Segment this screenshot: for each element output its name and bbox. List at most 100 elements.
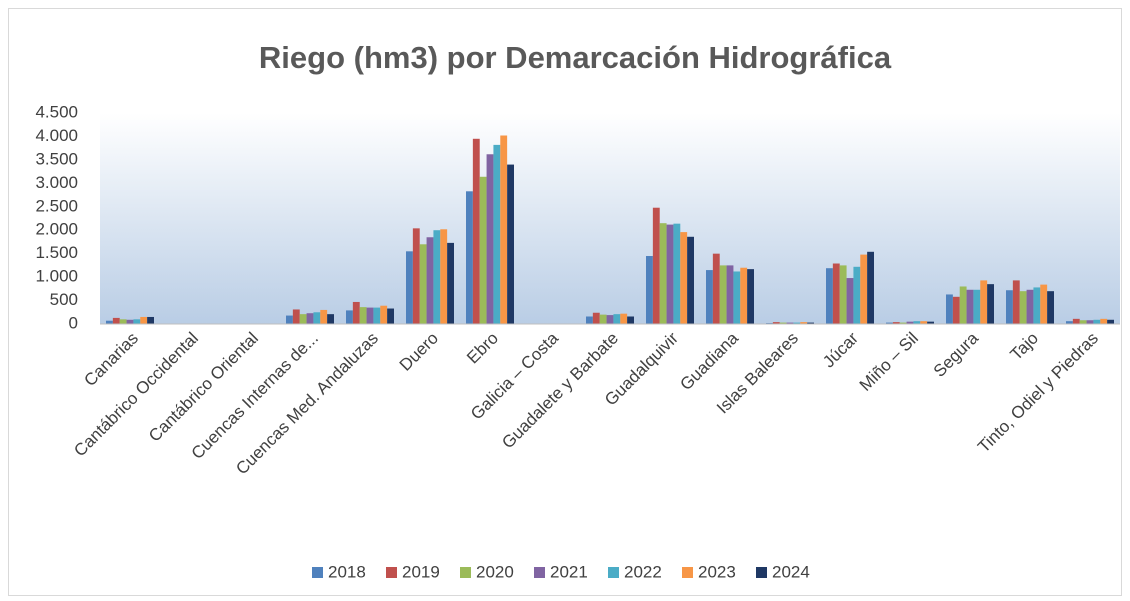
bar <box>853 266 861 324</box>
bar <box>406 251 413 324</box>
bar <box>140 316 148 324</box>
bar <box>486 154 494 324</box>
bar <box>666 224 674 324</box>
bar <box>599 314 607 324</box>
bar <box>927 321 934 324</box>
bar <box>286 315 293 324</box>
bar <box>366 307 374 324</box>
bar <box>313 312 321 324</box>
bar <box>680 232 688 324</box>
bar <box>920 321 928 324</box>
bar <box>106 320 113 324</box>
bar <box>1040 284 1048 324</box>
legend-label: 2019 <box>402 562 440 581</box>
bar <box>846 278 854 324</box>
y-tick-label: 2.500 <box>35 196 78 215</box>
y-tick-label: 500 <box>50 290 78 309</box>
bar <box>299 314 307 324</box>
bar <box>387 308 394 324</box>
chart-title: Riego (hm3) por Demarcación Hidrográfica <box>259 40 892 75</box>
bar <box>327 314 334 324</box>
bar <box>359 307 367 324</box>
bar <box>1093 319 1101 324</box>
bar <box>292 309 300 324</box>
y-tick-label: 4.500 <box>35 102 78 121</box>
bar <box>913 321 921 324</box>
bar <box>1066 321 1073 324</box>
bar <box>346 310 353 324</box>
bar <box>1019 291 1027 324</box>
legend-swatch <box>386 567 397 578</box>
y-tick-label: 1.000 <box>35 267 78 286</box>
bar <box>500 135 508 324</box>
bar <box>726 265 734 324</box>
bar <box>112 317 120 324</box>
bar <box>586 316 593 324</box>
bar <box>899 322 907 324</box>
bar <box>1072 318 1080 324</box>
bar <box>952 296 960 324</box>
y-tick-label: 3.500 <box>35 149 78 168</box>
bar <box>807 322 814 324</box>
bar <box>959 286 967 324</box>
bar <box>433 230 441 324</box>
bar <box>946 294 953 324</box>
bar <box>493 144 501 324</box>
bar <box>613 314 621 324</box>
bar <box>886 322 893 324</box>
bar <box>793 322 801 324</box>
y-tick-label: 3.000 <box>35 173 78 192</box>
legend-label: 2022 <box>624 562 662 581</box>
bar <box>147 316 154 324</box>
legend-swatch <box>756 567 767 578</box>
bar <box>826 268 833 324</box>
bar <box>440 229 448 324</box>
bar <box>687 236 694 324</box>
bar <box>652 207 660 324</box>
bar <box>306 313 314 324</box>
bar <box>786 322 794 324</box>
bar <box>839 265 847 324</box>
bar <box>472 138 480 324</box>
bar <box>592 312 600 324</box>
bar <box>892 322 900 324</box>
bar <box>1086 320 1094 324</box>
y-tick-label: 1.500 <box>35 243 78 262</box>
legend-swatch <box>312 567 323 578</box>
bar <box>980 280 988 324</box>
bar <box>627 316 634 324</box>
bar <box>1012 280 1020 324</box>
bar <box>606 315 614 324</box>
legend-label: 2021 <box>550 562 588 581</box>
legend-label: 2024 <box>772 562 810 581</box>
bar <box>779 322 787 324</box>
bar <box>380 305 388 324</box>
bar <box>447 242 454 324</box>
bar <box>1047 291 1054 324</box>
bar <box>126 319 134 324</box>
y-tick-label: 0 <box>69 313 78 332</box>
bar <box>1100 318 1108 324</box>
bar <box>466 191 473 324</box>
bar <box>1079 320 1087 324</box>
bar <box>973 289 981 324</box>
bar <box>620 313 628 324</box>
bar <box>373 307 381 324</box>
legend-swatch <box>534 567 545 578</box>
bar <box>1006 290 1013 324</box>
bar <box>706 270 713 324</box>
bar <box>412 228 420 324</box>
bar <box>906 321 914 324</box>
bar <box>426 237 434 324</box>
bar <box>712 253 720 324</box>
legend-swatch <box>460 567 471 578</box>
bar <box>507 164 514 324</box>
bar <box>659 223 667 324</box>
legend-label: 2020 <box>476 562 514 581</box>
legend-label: 2018 <box>328 562 366 581</box>
bar <box>1107 319 1114 324</box>
y-tick-label: 2.000 <box>35 220 78 239</box>
bar <box>747 269 754 324</box>
bar <box>772 322 780 324</box>
